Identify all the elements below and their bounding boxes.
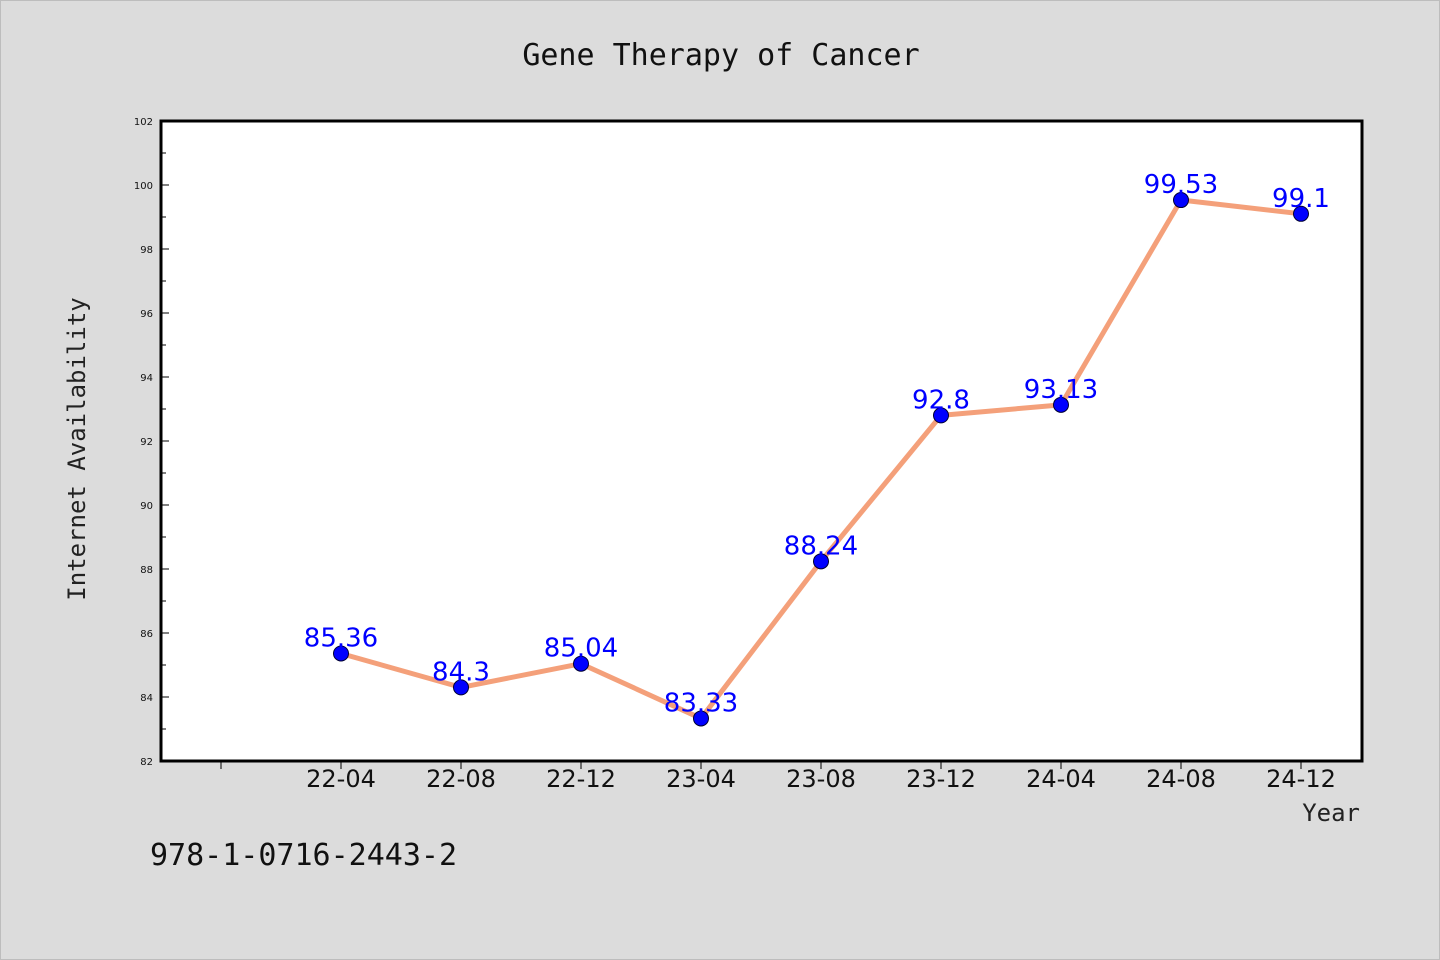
x-tick-label: 23-12 [906, 765, 976, 793]
y-tick-label: 90 [140, 501, 153, 512]
y-tick-label: 94 [140, 373, 153, 384]
data-labels: 85.36 84.3 85.04 83.33 88.24 92.8 93.13 99.53 99… [304, 170, 1330, 718]
y-axis-label: Internet Availability [63, 297, 91, 600]
y-tick-label: 100 [134, 181, 153, 192]
y-tick-label: 88 [140, 565, 153, 576]
data-label: 85.04 [544, 634, 618, 664]
data-point [333, 645, 349, 662]
y-tick-label: 92 [140, 437, 153, 448]
x-tick-label: 23-04 [666, 765, 736, 793]
x-axis: 22-04 22-08 22-12 23-04 23-08 23-12 24-04 24-08… [220, 761, 1336, 793]
x-tick-label: 23-08 [786, 765, 856, 793]
data-point [933, 407, 949, 424]
y-tick-label: 98 [140, 245, 153, 256]
data-point [1053, 396, 1069, 413]
y-tick-label: 84 [140, 693, 153, 704]
x-tick-label: 22-04 [306, 765, 376, 793]
data-point [573, 655, 589, 672]
data-label: 99.1 [1272, 184, 1330, 214]
data-label: 84.3 [432, 657, 490, 687]
x-tick-label: 22-12 [546, 765, 616, 793]
data-point [1293, 205, 1309, 222]
plot-area [159, 119, 1364, 763]
x-tick-label: 24-12 [1266, 765, 1336, 793]
x-tick-label: 24-08 [1146, 765, 1216, 793]
data-label: 88.24 [784, 531, 858, 561]
data-label: 83.33 [664, 688, 738, 718]
y-tick-label: 96 [140, 309, 153, 320]
x-axis-label: Year [1302, 799, 1360, 827]
data-label: 93.13 [1024, 375, 1098, 405]
x-tick-label: 24-04 [1026, 765, 1096, 793]
data-point [1173, 192, 1189, 209]
y-axis: 82 84 86 88 90 92 94 96 98 100 102 [134, 117, 169, 768]
data-point [693, 710, 709, 727]
data-point [813, 553, 829, 570]
series-markers [333, 192, 1309, 727]
x-tick-label: 22-08 [426, 765, 496, 793]
y-tick-label: 86 [140, 629, 153, 640]
data-point [453, 679, 469, 696]
chart-title: Gene Therapy of Cancer [522, 38, 919, 73]
data-label: 99.53 [1144, 170, 1218, 200]
y-tick-label: 82 [140, 757, 153, 768]
y-tick-label: 102 [134, 117, 153, 128]
data-label: 85.36 [304, 623, 378, 653]
data-label: 92.8 [912, 385, 970, 415]
isbn-footer: 978-1-0716-2443-2 [150, 838, 457, 873]
